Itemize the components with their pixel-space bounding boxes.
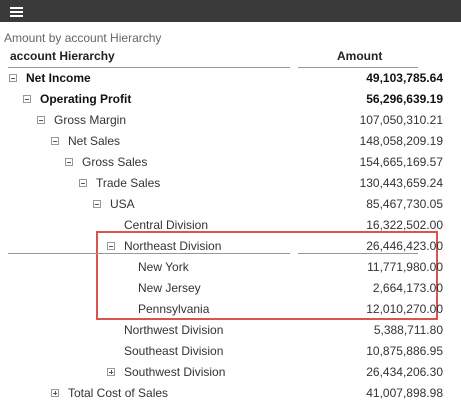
row-amount: 41,007,898.98 (366, 386, 443, 400)
row-amount: 148,058,209.19 (359, 134, 443, 148)
row-label: Southwest Division (124, 365, 226, 379)
row-rule (298, 253, 418, 254)
row-amount: 107,050,310.21 (359, 113, 443, 127)
row-label: USA (110, 197, 135, 211)
row-amount: 11,771,980.00 (367, 260, 443, 274)
expand-toggle[interactable] (51, 389, 59, 397)
expand-toggle[interactable] (51, 137, 59, 145)
row-amount: 2,664,173.00 (372, 281, 443, 295)
expand-toggle[interactable] (107, 368, 115, 376)
row-amount: 16,322,502.00 (366, 218, 443, 232)
row-amount: 26,446,423.00 (366, 239, 443, 253)
row-label: Trade Sales (96, 176, 161, 190)
row-amount: 85,467,730.05 (366, 197, 443, 211)
row-amount: 5,388,711.80 (373, 323, 443, 337)
header-rule (8, 67, 290, 68)
row-label: Total Cost of Sales (68, 386, 169, 400)
row-label: Gross Sales (82, 155, 148, 169)
row-label: Central Division (124, 218, 209, 232)
column-header: account Hierarchy (10, 49, 115, 63)
row-label: Pennsylvania (138, 302, 210, 316)
expand-toggle[interactable] (23, 95, 31, 103)
expand-toggle[interactable] (37, 116, 45, 124)
expand-toggle[interactable] (9, 74, 17, 82)
row-label: Operating Profit (40, 92, 132, 106)
column-header: Amount (337, 49, 383, 63)
row-amount: 12,010,270.00 (366, 302, 443, 316)
row-label: New Jersey (138, 281, 201, 295)
row-label: New York (138, 260, 189, 274)
row-amount: 10,875,886.95 (366, 344, 443, 358)
header-rule (298, 67, 418, 68)
expand-toggle[interactable] (65, 158, 73, 166)
expand-toggle[interactable] (93, 200, 101, 208)
row-label: Southeast Division (124, 344, 224, 358)
row-rule (8, 253, 290, 254)
row-label: Northeast Division (124, 239, 222, 253)
expand-toggle[interactable] (79, 179, 87, 187)
top-bar (0, 0, 461, 22)
row-amount: 56,296,639.19 (366, 92, 443, 106)
row-label: Net Income (26, 71, 91, 85)
row-label: Northwest Division (124, 323, 224, 337)
menu-button[interactable] (6, 2, 28, 20)
row-amount: 154,665,169.57 (359, 155, 443, 169)
highlight-box (96, 231, 438, 320)
row-amount: 26,434,206.30 (366, 365, 443, 379)
subtitle: Amount by account Hierarchy (4, 31, 162, 45)
row-amount: 130,443,659.24 (359, 176, 443, 190)
row-amount: 49,103,785.64 (366, 71, 443, 85)
row-label: Gross Margin (54, 113, 127, 127)
expand-toggle[interactable] (107, 242, 115, 250)
row-label: Net Sales (68, 134, 121, 148)
